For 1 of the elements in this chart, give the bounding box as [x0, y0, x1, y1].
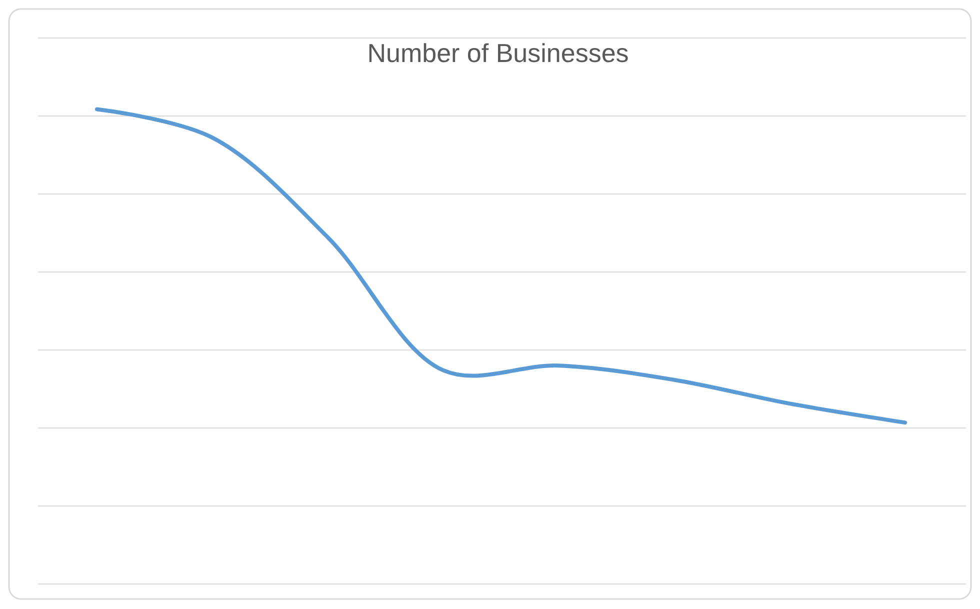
chart-title: Number of Businesses: [367, 38, 629, 68]
